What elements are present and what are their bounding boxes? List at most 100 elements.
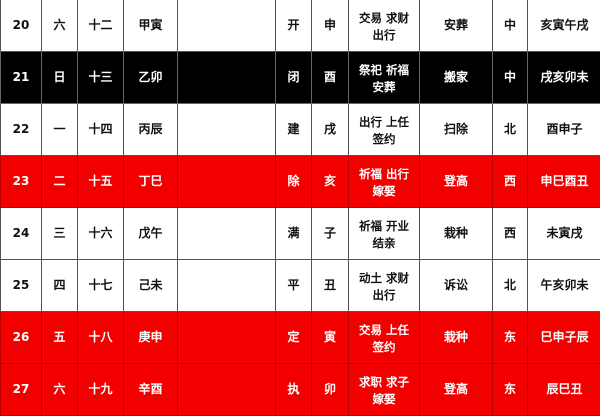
- yi-line-2: 签约: [349, 339, 419, 356]
- day-cell: 25: [1, 260, 42, 312]
- hours-cell: 巳申子辰: [528, 312, 600, 364]
- yi-line-2: 签约: [349, 131, 419, 148]
- day-cell: 27: [1, 364, 42, 416]
- zhi-cell: 寅: [312, 312, 349, 364]
- yi-line-1: 祈福 开业: [349, 218, 419, 235]
- hours-cell: 未寅戌: [528, 208, 600, 260]
- note-cell: [178, 208, 276, 260]
- day-cell: 21: [1, 52, 42, 104]
- hours-cell: 酉申子: [528, 104, 600, 156]
- ganzhi-cell: 辛酉: [124, 364, 178, 416]
- zhi-cell: 卯: [312, 364, 349, 416]
- direction-cell: 东: [493, 364, 528, 416]
- yi-line-1: 祈福 出行: [349, 166, 419, 183]
- lunar-day-cell: 十九: [78, 364, 124, 416]
- yi-line-2: 嫁娶: [349, 391, 419, 408]
- ganzhi-cell: 己未: [124, 260, 178, 312]
- ganzhi-cell: 庚申: [124, 312, 178, 364]
- direction-cell: 北: [493, 260, 528, 312]
- jianchu-cell: 建: [276, 104, 312, 156]
- yi-line-1: 交易 求财: [349, 10, 419, 27]
- hours-cell: 戌亥卯未: [528, 52, 600, 104]
- table-row: 20 六 十二 甲寅 开 申 交易 求财出行 安葬 中 亥寅午戌: [1, 0, 600, 52]
- ganzhi-cell: 戊午: [124, 208, 178, 260]
- yi-cell: 求职 求子嫁娶: [349, 364, 420, 416]
- day-cell: 23: [1, 156, 42, 208]
- ganzhi-cell: 丁巳: [124, 156, 178, 208]
- day-cell: 26: [1, 312, 42, 364]
- ji-cell: 扫除: [420, 104, 493, 156]
- day-cell: 20: [1, 0, 42, 52]
- jianchu-cell: 平: [276, 260, 312, 312]
- table-row: 27 六 十九 辛酉 执 卯 求职 求子嫁娶 登高 东 辰巳丑: [1, 364, 600, 416]
- note-cell: [178, 0, 276, 52]
- zhi-cell: 亥: [312, 156, 349, 208]
- hours-cell: 申巳酉丑: [528, 156, 600, 208]
- weekday-cell: 三: [42, 208, 78, 260]
- note-cell: [178, 312, 276, 364]
- table-row: 21 日 十三 乙卯 闭 酉 祭祀 祈福安葬 搬家 中 戌亥卯未: [1, 52, 600, 104]
- yi-cell: 动土 求财出行: [349, 260, 420, 312]
- direction-cell: 西: [493, 208, 528, 260]
- zhi-cell: 子: [312, 208, 349, 260]
- lunar-day-cell: 十四: [78, 104, 124, 156]
- note-cell: [178, 52, 276, 104]
- direction-cell: 中: [493, 52, 528, 104]
- yi-line-2: 安葬: [349, 79, 419, 96]
- yi-line-1: 出行 上任: [349, 114, 419, 131]
- note-cell: [178, 104, 276, 156]
- yi-cell: 祈福 出行嫁娶: [349, 156, 420, 208]
- zhi-cell: 酉: [312, 52, 349, 104]
- yi-cell: 交易 求财出行: [349, 0, 420, 52]
- ji-cell: 栽种: [420, 312, 493, 364]
- zhi-cell: 申: [312, 0, 349, 52]
- lunar-day-cell: 十二: [78, 0, 124, 52]
- hours-cell: 午亥卯未: [528, 260, 600, 312]
- table-row: 22 一 十四 丙辰 建 戌 出行 上任签约 扫除 北 酉申子: [1, 104, 600, 156]
- weekday-cell: 六: [42, 0, 78, 52]
- lunar-day-cell: 十六: [78, 208, 124, 260]
- note-cell: [178, 156, 276, 208]
- lunar-day-cell: 十五: [78, 156, 124, 208]
- weekday-cell: 日: [42, 52, 78, 104]
- jianchu-cell: 定: [276, 312, 312, 364]
- yi-line-2: 出行: [349, 287, 419, 304]
- day-cell: 24: [1, 208, 42, 260]
- yi-line-1: 求职 求子: [349, 374, 419, 391]
- direction-cell: 西: [493, 156, 528, 208]
- jianchu-cell: 除: [276, 156, 312, 208]
- zhi-cell: 戌: [312, 104, 349, 156]
- table-row: 25 四 十七 己未 平 丑 动土 求财出行 诉讼 北 午亥卯未: [1, 260, 600, 312]
- jianchu-cell: 执: [276, 364, 312, 416]
- lunar-day-cell: 十三: [78, 52, 124, 104]
- weekday-cell: 四: [42, 260, 78, 312]
- ji-cell: 登高: [420, 156, 493, 208]
- yi-cell: 祈福 开业结亲: [349, 208, 420, 260]
- jianchu-cell: 开: [276, 0, 312, 52]
- yi-cell: 出行 上任签约: [349, 104, 420, 156]
- ganzhi-cell: 甲寅: [124, 0, 178, 52]
- hours-cell: 亥寅午戌: [528, 0, 600, 52]
- yi-line-2: 出行: [349, 27, 419, 44]
- direction-cell: 北: [493, 104, 528, 156]
- ji-cell: 搬家: [420, 52, 493, 104]
- note-cell: [178, 260, 276, 312]
- direction-cell: 东: [493, 312, 528, 364]
- yi-line-1: 交易 上任: [349, 322, 419, 339]
- ji-cell: 安葬: [420, 0, 493, 52]
- note-cell: [178, 364, 276, 416]
- yi-line-1: 动土 求财: [349, 270, 419, 287]
- ganzhi-cell: 丙辰: [124, 104, 178, 156]
- weekday-cell: 一: [42, 104, 78, 156]
- direction-cell: 中: [493, 0, 528, 52]
- yi-line-2: 结亲: [349, 235, 419, 252]
- yi-cell: 交易 上任签约: [349, 312, 420, 364]
- table-row: 26 五 十八 庚申 定 寅 交易 上任签约 栽种 东 巳申子辰: [1, 312, 600, 364]
- ji-cell: 栽种: [420, 208, 493, 260]
- yi-line-1: 祭祀 祈福: [349, 62, 419, 79]
- ji-cell: 登高: [420, 364, 493, 416]
- table-row: 24 三 十六 戊午 满 子 祈福 开业结亲 栽种 西 未寅戌: [1, 208, 600, 260]
- zhi-cell: 丑: [312, 260, 349, 312]
- ji-cell: 诉讼: [420, 260, 493, 312]
